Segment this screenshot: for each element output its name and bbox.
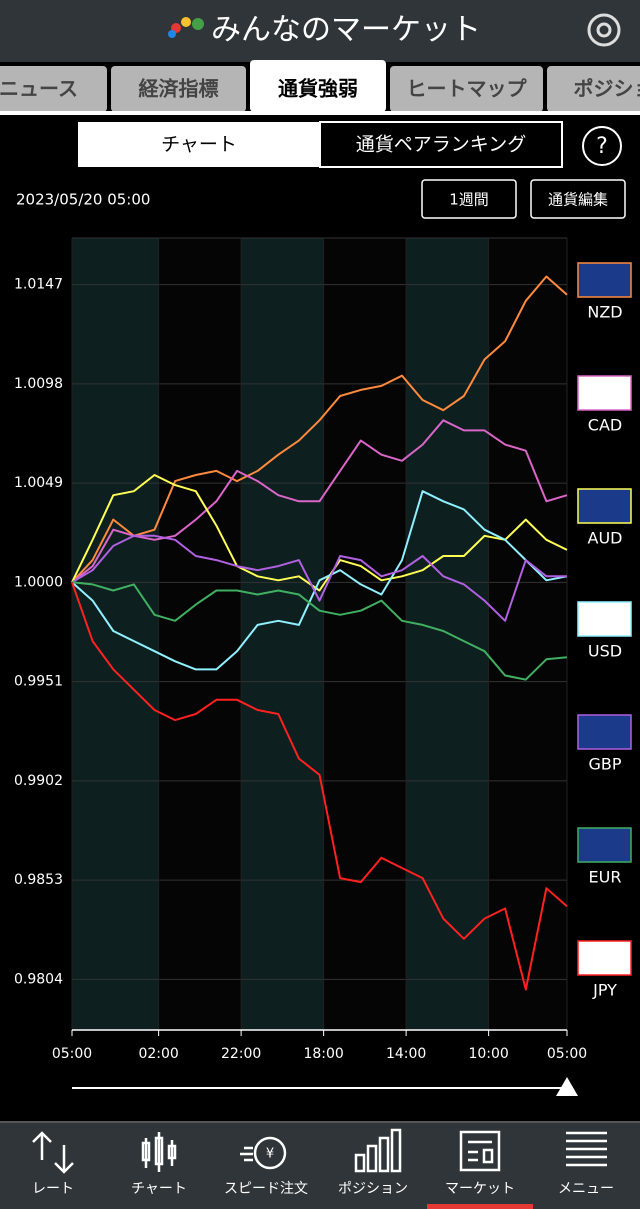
legend-label: JPY: [592, 981, 617, 1000]
series-line: [71, 419, 568, 584]
x-tick-label: 05:00: [52, 1046, 92, 1062]
flag: [577, 488, 632, 524]
help-button[interactable]: [582, 126, 622, 166]
flag: [577, 262, 632, 298]
button-label: 1週間: [449, 191, 489, 209]
series-line: [71, 490, 568, 671]
y-tick-label: 1.0000: [14, 574, 63, 590]
nav-label[interactable]: レート: [32, 1181, 74, 1197]
y-tick-label: 1.0147: [14, 277, 63, 293]
tab-label: ポジション: [574, 77, 640, 101]
y-tick-label: 0.9853: [14, 872, 63, 888]
settings-icon[interactable]: [587, 13, 621, 47]
x-tick-label: 18:00: [303, 1046, 343, 1062]
y-tick-label: 1.0049: [14, 475, 63, 491]
help-label: ?: [596, 134, 608, 159]
logo-dot: [168, 30, 176, 38]
bottom-nav: [0, 1122, 640, 1209]
legend-label: GBP: [588, 755, 621, 774]
flag: [577, 601, 632, 637]
legend-label: AUD: [588, 529, 623, 548]
nav-label[interactable]: スピード注文: [224, 1181, 308, 1197]
nav-label[interactable]: メニュー: [558, 1181, 614, 1197]
nav-icons: [32, 1128, 607, 1174]
tab-label: ニュース: [0, 77, 78, 101]
nav-label[interactable]: チャート: [131, 1181, 187, 1197]
day-band: [72, 238, 159, 1030]
period-button[interactable]: [421, 179, 517, 219]
tab[interactable]: [390, 66, 543, 112]
flag: [577, 940, 632, 976]
x-tick-label: 05:00: [547, 1046, 587, 1062]
tab[interactable]: [547, 66, 640, 112]
slider-handle[interactable]: [556, 1077, 578, 1096]
tab-label: ヒートマップ: [407, 77, 528, 101]
legend-label: NZD: [587, 303, 622, 322]
legend-label: EUR: [589, 868, 622, 887]
y-tick-label: 0.9951: [14, 674, 63, 690]
logo-dot: [192, 18, 204, 30]
tab-label: 経済指標: [139, 77, 219, 101]
date-label: 2023/05/20 05:00: [16, 191, 150, 209]
x-tick-label: 10:00: [468, 1046, 508, 1062]
segment-label: チャート: [161, 134, 237, 156]
series-line: [71, 275, 568, 583]
app-title: みんなのマーケット: [211, 13, 481, 48]
tab[interactable]: [111, 66, 246, 112]
flag: [577, 827, 632, 863]
segment-label: 通貨ペアランキング: [356, 134, 526, 156]
nav-active-indicator: [427, 1204, 533, 1209]
tab[interactable]: [0, 66, 107, 112]
series-line: [71, 581, 568, 681]
flag: [577, 714, 632, 750]
segment-active[interactable]: [78, 122, 320, 167]
series-line: [71, 581, 568, 991]
x-tick-label: 14:00: [386, 1046, 426, 1062]
day-band: [241, 238, 324, 1030]
tab[interactable]: [250, 60, 386, 112]
y-tick-label: 1.0098: [14, 376, 63, 392]
legend-label: CAD: [588, 416, 622, 435]
series-line: [71, 534, 567, 622]
logo-dot: [181, 17, 191, 27]
x-tick-label: 02:00: [138, 1046, 178, 1062]
nav-label[interactable]: ポジション: [338, 1181, 408, 1197]
nav-label[interactable]: マーケット: [445, 1181, 515, 1197]
yen-icon: ¥: [266, 1147, 274, 1162]
series-line: [71, 474, 568, 592]
segment[interactable]: [319, 121, 563, 168]
flag: [577, 375, 632, 411]
button-label: 通貨編集: [548, 191, 608, 209]
y-tick-label: 0.9902: [14, 773, 63, 789]
tab-label: 通貨強弱: [278, 77, 358, 101]
edit-button[interactable]: [530, 179, 626, 219]
tab-underline: [0, 111, 640, 115]
legend-label: USD: [588, 642, 622, 661]
x-tick-label: 22:00: [221, 1046, 261, 1062]
header-bar: [0, 0, 640, 62]
y-tick-label: 0.9804: [14, 971, 63, 987]
